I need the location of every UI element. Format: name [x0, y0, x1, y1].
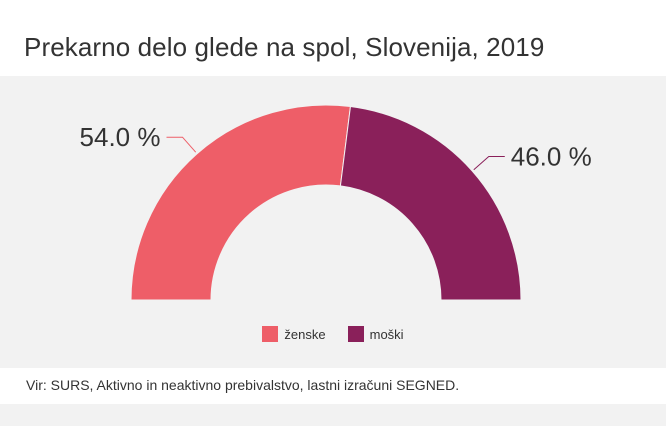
legend-label-moski: moški — [369, 326, 404, 342]
legend-item-zenske[interactable]: ženske — [262, 326, 326, 342]
chart-title: Prekarno delo glede na spol, Slovenija, … — [24, 32, 545, 62]
bottom-strip — [0, 404, 666, 426]
chart-plot-area: 54.0 % 46.0 % ženske moški — [0, 76, 666, 368]
legend-swatch-moski — [347, 326, 364, 342]
chart-header: Prekarno delo glede na spol, Slovenija, … — [0, 0, 666, 76]
data-label-zenske: 54.0 % — [80, 122, 161, 152]
chart-legend: ženske moški — [0, 326, 666, 342]
chart-footer: Vir: SURS, Aktivno in neaktivno prebival… — [0, 368, 666, 404]
source-note: Vir: SURS, Aktivno in neaktivno prebival… — [26, 377, 460, 393]
connector-zenske — [166, 136, 197, 153]
data-label-moski: 46.0 % — [511, 141, 592, 171]
connector-moski — [473, 155, 505, 171]
semi-donut-chart: 54.0 % 46.0 % — [80, 104, 592, 301]
legend-label-zenske: ženske — [284, 326, 326, 342]
legend-item-moski[interactable]: moški — [347, 326, 404, 342]
slice-zenske[interactable] — [130, 104, 351, 301]
legend-swatch-zenske — [262, 326, 279, 342]
slice-moski[interactable] — [339, 105, 522, 301]
